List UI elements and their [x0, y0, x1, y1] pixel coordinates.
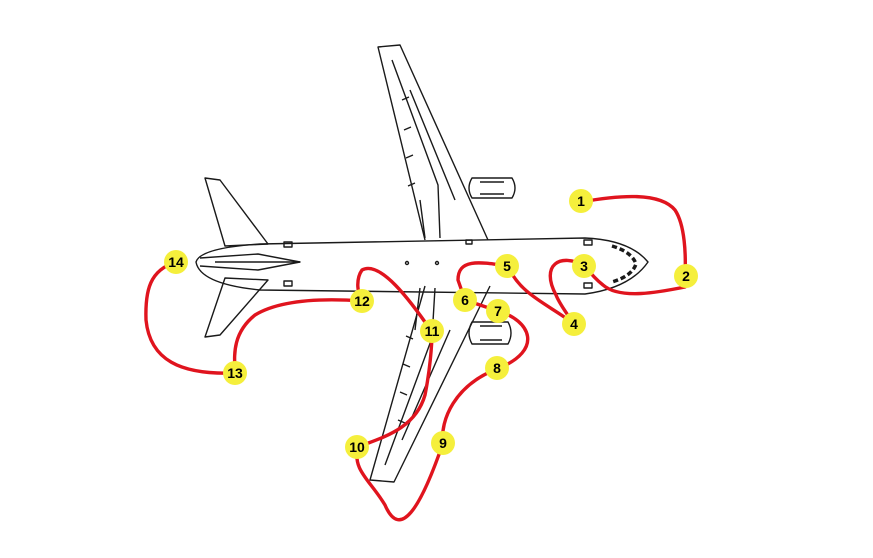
checkpoint-marker: 3	[572, 254, 596, 278]
checkpoint-marker-disc	[485, 356, 509, 380]
checkpoint-marker-disc	[495, 254, 519, 278]
engine-lower	[468, 321, 512, 345]
checkpoint-label: 10	[349, 439, 365, 455]
checkpoint-label: 7	[494, 303, 502, 319]
checkpoint-marker: 14	[164, 250, 188, 274]
checkpoint-marker-disc	[345, 435, 369, 459]
checkpoint-label: 14	[168, 254, 184, 270]
checkpoint-label: 12	[354, 293, 370, 309]
tailcone	[199, 253, 301, 271]
checkpoint-label: 2	[682, 268, 690, 284]
checkpoint-label: 11	[425, 323, 440, 339]
route-10-11	[356, 330, 434, 449]
checkpoint-marker: 13	[223, 361, 247, 385]
wing-upper-flap-line	[391, 59, 456, 239]
checkpoint-label: 8	[493, 360, 501, 376]
checkpoint-marker: 7	[486, 299, 510, 323]
route-12-13	[232, 298, 364, 375]
checkpoint-marker-disc	[453, 288, 477, 312]
checkpoint-label: 3	[580, 258, 588, 274]
checkpoint-marker-disc	[350, 289, 374, 313]
wing-upper-slats	[401, 96, 416, 187]
checkpoint-marker-disc	[562, 312, 586, 336]
checkpoint-marker: 5	[495, 254, 519, 278]
door-aft-right	[283, 280, 293, 287]
checkpoint-marker: 11	[420, 319, 444, 343]
route-9-10	[355, 441, 445, 522]
checkpoint-marker: 8	[485, 356, 509, 380]
checkpoint-marker-disc	[420, 319, 444, 343]
checkpoint-markers: 1 2 3 4 5 6 7 8	[164, 189, 698, 459]
aircraft-top-view	[195, 44, 649, 483]
fuselage	[195, 237, 649, 295]
checkpoint-marker: 6	[453, 288, 477, 312]
window-dot	[434, 260, 440, 266]
checkpoint-label: 4	[570, 316, 578, 332]
stabilizer-upper	[204, 177, 269, 247]
stabilizer-lower	[204, 277, 269, 338]
wing-lower	[369, 285, 491, 483]
route-2-3	[583, 264, 687, 296]
route-4-5	[506, 264, 576, 326]
route-13-14	[144, 260, 237, 375]
route-1-2	[579, 194, 687, 278]
door-aft-left	[283, 241, 293, 248]
checkpoint-label: 5	[503, 258, 511, 274]
checkpoint-label: 1	[577, 193, 585, 209]
checkpoint-marker: 1	[569, 189, 593, 213]
checkpoint-marker: 10	[345, 435, 369, 459]
checkpoint-marker-disc	[223, 361, 247, 385]
checkpoint-marker-disc	[569, 189, 593, 213]
checkpoint-marker-disc	[164, 250, 188, 274]
checkpoint-marker-disc	[572, 254, 596, 278]
engine-upper-inlet	[480, 181, 504, 195]
checkpoint-marker: 2	[674, 264, 698, 288]
checkpoint-marker-disc	[431, 431, 455, 455]
engine-lower-inlet	[480, 325, 502, 341]
cockpit-windows	[611, 244, 638, 284]
checkpoint-marker: 4	[562, 312, 586, 336]
checkpoint-label: 9	[439, 435, 447, 451]
checkpoint-label: 13	[227, 365, 243, 381]
door-fwd-right	[583, 282, 593, 289]
checkpoint-marker-disc	[674, 264, 698, 288]
checkpoint-marker: 12	[350, 289, 374, 313]
engine-upper	[468, 177, 516, 199]
route-8-9	[440, 367, 499, 445]
wing-upper	[377, 44, 489, 241]
walkaround-route	[144, 194, 687, 522]
overwing-exit-left	[465, 239, 473, 245]
window-dot	[404, 260, 410, 266]
checkpoint-marker: 9	[431, 431, 455, 455]
checkpoint-marker-disc	[486, 299, 510, 323]
checkpoint-label: 6	[461, 292, 469, 308]
door-fwd-left	[583, 239, 593, 246]
wing-lower-slats	[397, 335, 414, 424]
